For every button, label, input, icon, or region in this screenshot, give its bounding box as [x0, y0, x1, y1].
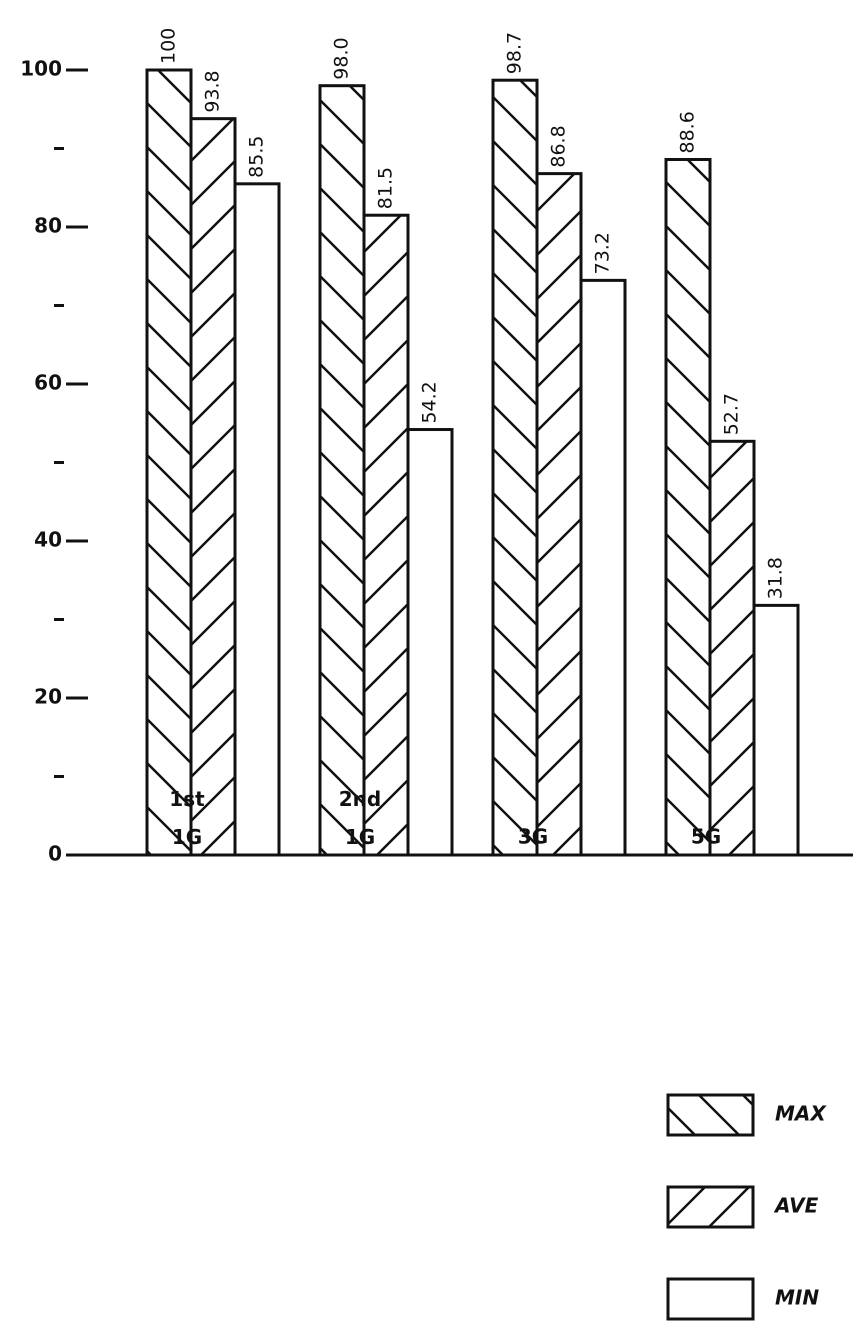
value-label: 98.7: [504, 32, 526, 74]
value-label: 52.7: [721, 393, 743, 435]
bar: [362, 213, 410, 857]
bar: [189, 117, 237, 857]
y-tick-label: 100: [20, 57, 62, 81]
y-tick-label: 80: [34, 214, 62, 238]
bar: [233, 182, 281, 857]
legend-label: AVE: [773, 1194, 819, 1218]
value-label: 73.2: [592, 232, 614, 274]
value-label: 81.5: [375, 167, 397, 209]
legend-swatch: [666, 1093, 755, 1137]
x-tick-label: 1st 1G: [169, 787, 205, 849]
bar: [318, 84, 366, 857]
value-label: 98.0: [331, 37, 353, 79]
value-label: 100: [158, 28, 180, 64]
bar: [406, 428, 454, 857]
y-tick-label: 20: [34, 685, 62, 709]
value-label: 93.8: [202, 70, 224, 112]
bar: [145, 68, 193, 857]
y-tick-label: 40: [34, 528, 62, 552]
value-label: 31.8: [765, 557, 787, 599]
value-label: 86.8: [548, 125, 570, 167]
bar: [708, 439, 756, 857]
bar: [579, 278, 627, 857]
value-label: 85.5: [246, 136, 268, 178]
legend-label: MIN: [775, 1286, 819, 1310]
x-tick-label: 2nd 1G: [339, 787, 381, 849]
y-tick-label: 0: [48, 842, 62, 866]
bar: [664, 157, 712, 857]
y-tick-label: 60: [34, 371, 62, 395]
x-tick-label: 5G: [691, 825, 721, 849]
legend-label: MAX: [775, 1102, 827, 1126]
value-label: 54.2: [419, 381, 441, 423]
legend-swatch: [666, 1277, 755, 1321]
legend-swatch: [666, 1185, 755, 1229]
bar: [535, 172, 583, 857]
bar: [491, 78, 539, 857]
value-label: 88.6: [677, 111, 699, 153]
x-tick-label: 3G: [518, 825, 548, 849]
bar: [752, 603, 800, 857]
